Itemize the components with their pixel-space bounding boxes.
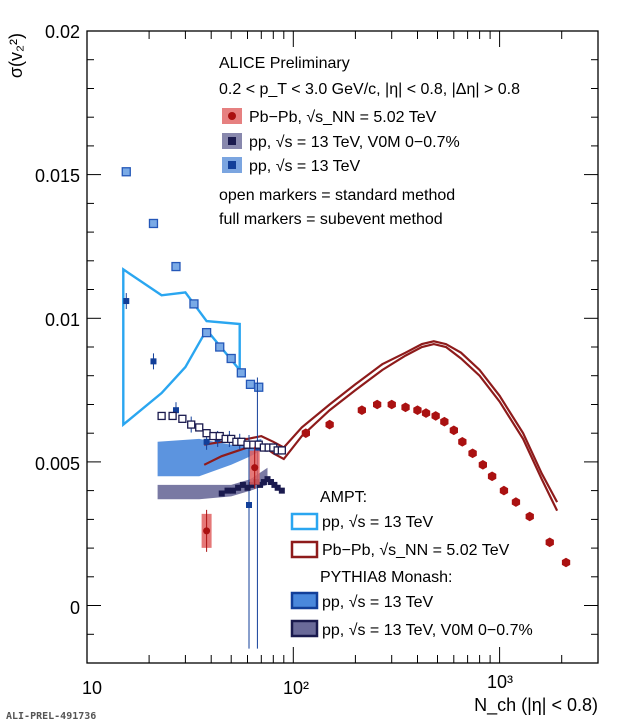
pbpb-point (511, 497, 521, 507)
pp_full-point (246, 502, 253, 508)
pp_hm_full-point (260, 479, 267, 486)
pp_open-point (121, 167, 131, 177)
pp_full-point (172, 407, 179, 414)
x-axis-title: N_ch (|η| < 0.8) (474, 695, 598, 716)
pp_hm_open-point (202, 429, 211, 438)
pbpb-point (387, 399, 396, 410)
legend-marker-pp (228, 161, 236, 169)
pbpb-point (545, 537, 554, 548)
pp_hm_open-point (168, 411, 177, 421)
legend-note-full: full markers = subevent method (219, 211, 443, 228)
pbpb-point (525, 511, 534, 522)
pp_hm_open-point (157, 411, 166, 421)
pbpb-point (373, 399, 382, 410)
ampt-pbpb-upper-line (204, 340, 559, 503)
legend-top: Pb−Pb, √s_NN = 5.02 TeV pp, √s = 13 TeV,… (219, 108, 460, 228)
pp_open-point (236, 368, 246, 378)
pbpb-point (499, 485, 509, 496)
pbpb-point (449, 425, 458, 436)
pbpb-point (478, 460, 487, 470)
pp_hm_open-point (195, 423, 204, 432)
pp_open-point (201, 327, 212, 338)
pbpb-point (325, 419, 334, 430)
pbpb-point (487, 471, 497, 482)
axis-ticks (86, 30, 599, 664)
pbpb-point (357, 405, 366, 415)
data-points (121, 167, 571, 649)
legend-label-pythia-pp: pp, √s = 13 TeV (322, 594, 434, 611)
legend-marker-pbpb (228, 112, 236, 120)
band-pythia_hm (157, 467, 268, 500)
legend-ampt-title: AMPT: (320, 489, 367, 506)
pp_hm_full-point (218, 490, 225, 497)
pp_hm_full-point (257, 481, 264, 488)
pp_open-point (226, 353, 236, 364)
pp_full-point (203, 438, 210, 445)
legend-swatch-pythia-hm (290, 619, 319, 638)
pp_hm_full-point (264, 476, 271, 483)
y-axis-title: σ(v₂²) (6, 33, 26, 78)
band-pythia_pp (157, 438, 262, 477)
pp_hm_full-point (268, 479, 275, 486)
legend-label-pp: pp, √s = 13 TeV (249, 158, 361, 175)
pp_hm_full-point (278, 487, 285, 494)
pp_full-point (123, 298, 130, 305)
collaboration-label: ALICE Preliminary (219, 55, 350, 72)
x-tick-label: 10 (82, 678, 102, 698)
legend-swatch-ampt-pp (290, 512, 319, 531)
pp_hm_full-point (235, 484, 242, 491)
pp_hm_full-point (244, 484, 251, 491)
legend-label-ampt-pbpb: Pb−Pb, √s_NN = 5.02 TeV (322, 542, 510, 559)
legend-swatch-pythia-pp (290, 591, 319, 610)
legend-marker-pp-hm (228, 137, 236, 145)
pp_open-point (171, 261, 181, 272)
pp_hm_full-point (248, 481, 255, 488)
pbpb-point (440, 416, 449, 427)
x-tick-label: 10² (283, 678, 309, 698)
pp_hm_full-point (274, 484, 281, 491)
legend-label-ampt-pp: pp, √s = 13 TeV (322, 514, 434, 531)
legend-label-pbpb: Pb−Pb, √s_NN = 5.02 TeV (249, 109, 437, 126)
y-tick-label: 0.015 (35, 166, 80, 186)
pp_open-point (189, 299, 199, 309)
y-tick-label: 0.005 (35, 454, 80, 474)
kinematic-cuts: 0.2 < p_T < 3.0 GeV/c, |η| < 0.8, |Δη| >… (219, 81, 520, 98)
pp_hm_full-point (271, 481, 278, 488)
legend-note-open: open markers = standard method (219, 187, 455, 204)
pbpb-point (421, 408, 431, 418)
pp_hm_full-point (229, 487, 236, 494)
pbpb-point (561, 557, 571, 568)
pp_open-point (215, 342, 225, 352)
pp_hm_open-point (187, 420, 196, 429)
pp_full-point (150, 358, 157, 365)
pp_open-point (148, 218, 159, 229)
pp_hm_full-point (224, 487, 231, 494)
pp_open-point (245, 379, 256, 389)
x-tick-label: 10³ (487, 672, 513, 692)
pbpb-point (251, 464, 259, 472)
pp_hm_full-point (239, 481, 246, 488)
preliminary-id-label: ALI-PREL-491736 (6, 711, 97, 722)
pp_hm_open-point (178, 414, 187, 423)
pbpb-point (458, 437, 467, 447)
y-tick-label: 0.02 (45, 22, 80, 42)
model-bands (122, 267, 559, 512)
pbpb-point (203, 527, 211, 535)
pbpb-point (401, 402, 410, 413)
y-tick-label: 0 (70, 598, 80, 618)
pbpb-point (468, 448, 477, 459)
y-tick-label: 0.01 (45, 310, 80, 330)
legend-label-pythia-hm: pp, √s = 13 TeV, V0M 0−0.7% (322, 622, 533, 639)
legend-pythia-title: PYTHIA8 Monash: (320, 569, 453, 586)
pp_open-point (254, 382, 264, 392)
legend-swatch-ampt-pbpb (290, 540, 319, 559)
pbpb-point (301, 428, 310, 438)
legend-label-pp-hm: pp, √s = 13 TeV, V0M 0−0.7% (249, 134, 460, 151)
pp_hm_open-point (277, 446, 286, 455)
pbpb-point (413, 405, 422, 415)
pbpb-point (431, 411, 440, 421)
legend-models: AMPT: pp, √s = 13 TeV Pb−Pb, √s_NN = 5.0… (290, 489, 533, 639)
